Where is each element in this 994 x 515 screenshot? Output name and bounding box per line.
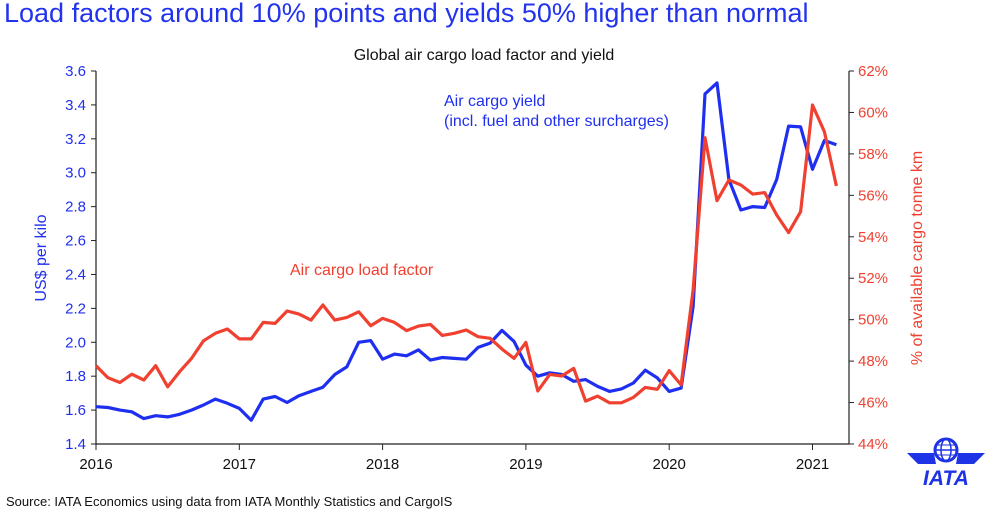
x-tick-label: 2021 xyxy=(796,456,829,473)
y-tick-label: 1.4 xyxy=(65,436,86,453)
legend-yield: Air cargo yield xyxy=(444,93,545,110)
y-tick-label: 3.2 xyxy=(65,131,86,148)
y-tick-label: 1.8 xyxy=(65,368,86,385)
y-tick-label: 3.6 xyxy=(65,63,86,80)
y2-tick-label: 60% xyxy=(858,104,888,121)
x-tick-label: 2016 xyxy=(79,456,112,473)
y-tick-label: 3.4 xyxy=(65,97,86,114)
y-axis-label: US$ per kilo xyxy=(33,214,50,301)
y-tick-label: 1.6 xyxy=(65,402,86,419)
y-tick-label: 2.8 xyxy=(65,199,86,216)
source-note: Source: IATA Economics using data from I… xyxy=(6,494,453,509)
x-tick-label: 2017 xyxy=(223,456,256,473)
y2-tick-label: 58% xyxy=(858,146,888,163)
iata-logo: IATA xyxy=(907,437,985,490)
axes: 1.4 1.6 1.8 2.0 2.2 2.4 2.6 2.8 3.0 3.2 3.4 3.6 44% 4… xyxy=(65,63,888,473)
y2-tick-label: 46% xyxy=(858,395,888,412)
legend-load-factor: Air cargo load factor xyxy=(290,262,434,279)
y-tick-label: 2.0 xyxy=(65,334,86,351)
legend-yield-note: (incl. fuel and other surcharges) xyxy=(444,113,669,130)
y2-tick-label: 54% xyxy=(858,229,888,246)
y-tick-label: 2.6 xyxy=(65,233,86,250)
chart-title: Global air cargo load factor and yield xyxy=(354,47,615,64)
y2-tick-label: 48% xyxy=(858,353,888,370)
y-tick-label: 3.0 xyxy=(65,165,86,182)
y2-axis-label: % of available cargo tonne km xyxy=(909,151,926,365)
series-lines xyxy=(94,81,838,422)
x-tick-label: 2020 xyxy=(653,456,686,473)
iata-logo-text: IATA xyxy=(923,467,969,490)
y2-tick-label: 52% xyxy=(858,270,888,287)
x-tick-label: 2019 xyxy=(509,456,542,473)
y2-tick-label: 50% xyxy=(858,312,888,329)
y-tick-label: 2.4 xyxy=(65,266,86,283)
y-tick-label: 2.2 xyxy=(65,300,86,317)
y2-tick-label: 56% xyxy=(858,187,888,204)
yield-line xyxy=(95,81,837,422)
x-tick-label: 2018 xyxy=(366,456,399,473)
y2-tick-label: 44% xyxy=(858,436,888,453)
y2-tick-label: 62% xyxy=(858,63,888,80)
headline: Load factors around 10% points and yield… xyxy=(4,0,809,28)
